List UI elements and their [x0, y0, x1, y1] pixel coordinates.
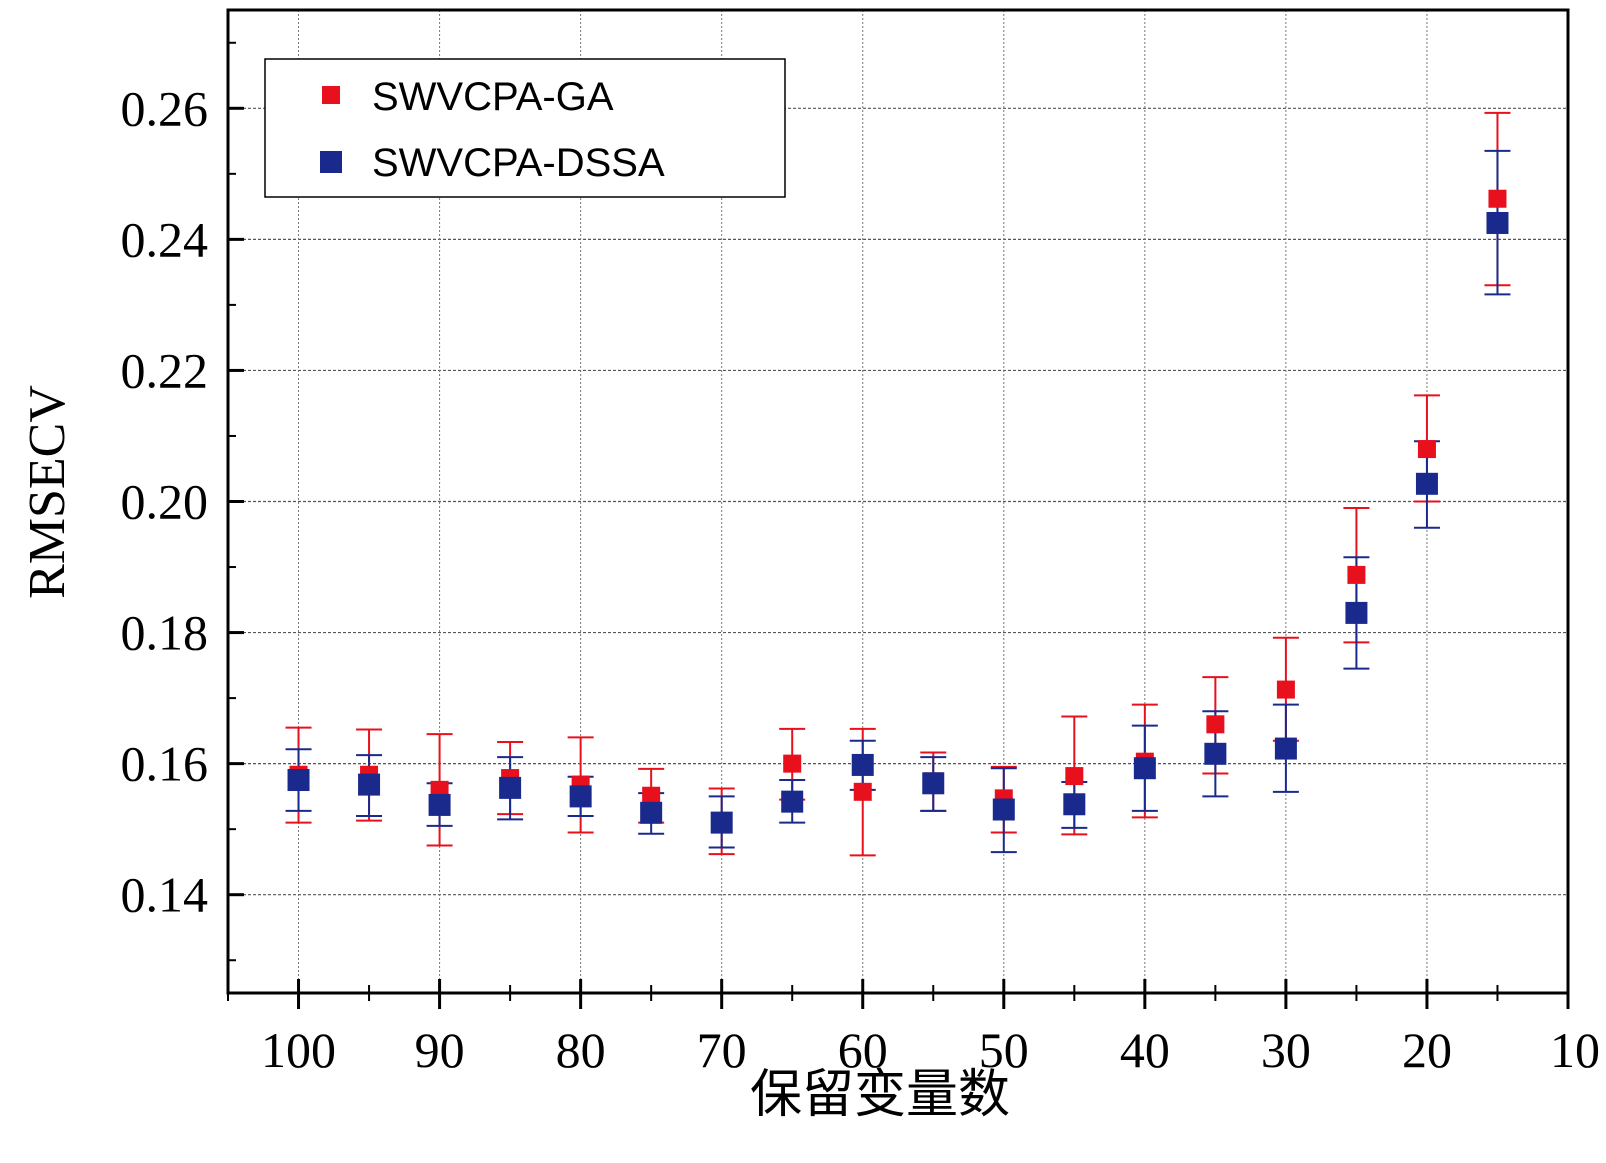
- marker-swvcpa-dssa: [1345, 601, 1368, 624]
- y-tick-label: 0.22: [121, 342, 209, 398]
- x-tick-label: 70: [697, 1022, 747, 1078]
- y-tick-label: 0.26: [121, 80, 209, 136]
- marker-swvcpa-ga: [853, 782, 872, 801]
- axis-ticks: [227, 41, 1570, 1009]
- marker-swvcpa-dssa: [710, 811, 733, 834]
- data-markers: [287, 189, 1509, 834]
- marker-swvcpa-ga: [1417, 440, 1436, 459]
- marker-swvcpa-dssa: [358, 773, 381, 796]
- marker-swvcpa-dssa: [428, 793, 451, 816]
- y-tick-label: 0.24: [121, 211, 209, 267]
- x-axis-title: 保留变量数: [750, 1067, 1010, 1124]
- marker-swvcpa-dssa: [1415, 472, 1438, 495]
- marker-swvcpa-ga: [1276, 680, 1295, 699]
- x-tick-label: 10: [1550, 1022, 1600, 1078]
- x-tick-label: 50: [979, 1022, 1029, 1078]
- marker-swvcpa-ga: [1488, 189, 1507, 208]
- marker-swvcpa-dssa: [1486, 211, 1509, 234]
- x-tick-label: 60: [838, 1022, 888, 1078]
- legend-marker-swvcpa-dssa: [320, 151, 342, 173]
- x-tick-label: 80: [556, 1022, 606, 1078]
- x-tick-label: 100: [261, 1022, 336, 1078]
- y-axis-title: RMSECV: [19, 385, 76, 599]
- marker-swvcpa-dssa: [640, 801, 663, 824]
- y-tick-label: 0.16: [121, 736, 209, 792]
- marker-swvcpa-dssa: [1133, 757, 1156, 780]
- y-tick-label: 0.18: [121, 605, 209, 661]
- y-tick-label: 0.14: [121, 867, 209, 923]
- legend-box: [264, 58, 786, 198]
- x-tick-label: 40: [1120, 1022, 1170, 1078]
- x-tick-label: 30: [1261, 1022, 1311, 1078]
- marker-swvcpa-dssa: [569, 785, 592, 808]
- x-tick-labels: 100 90 80 70 60 50 40 30 20 10: [261, 1022, 1600, 1078]
- legend: SWVCPA-GA SWVCPA-DSSA: [264, 58, 786, 198]
- marker-swvcpa-ga: [1206, 715, 1225, 734]
- marker-swvcpa-ga: [1065, 767, 1084, 786]
- marker-swvcpa-ga: [783, 754, 802, 773]
- marker-swvcpa-dssa: [1063, 793, 1086, 816]
- marker-swvcpa-dssa: [1204, 742, 1227, 765]
- grid-lines: [228, 10, 1568, 993]
- x-tick-label: 90: [415, 1022, 465, 1078]
- legend-marker-swvcpa-ga: [322, 86, 340, 104]
- marker-swvcpa-dssa: [992, 798, 1015, 821]
- marker-swvcpa-dssa: [781, 790, 804, 813]
- marker-swvcpa-dssa: [922, 772, 945, 795]
- marker-swvcpa-dssa: [287, 769, 310, 792]
- legend-label-swvcpa-dssa: SWVCPA-DSSA: [372, 141, 665, 185]
- marker-swvcpa-dssa: [1274, 737, 1297, 760]
- marker-swvcpa-ga: [1347, 565, 1366, 584]
- legend-label-swvcpa-ga: SWVCPA-GA: [372, 75, 614, 119]
- y-tick-labels: 0.14 0.16 0.18 0.20 0.22 0.24 0.26: [121, 80, 209, 922]
- marker-swvcpa-ga: [642, 786, 661, 805]
- marker-swvcpa-dssa: [851, 753, 874, 776]
- y-tick-label: 0.20: [121, 474, 209, 530]
- x-tick-label: 20: [1402, 1022, 1452, 1078]
- marker-swvcpa-dssa: [499, 776, 522, 799]
